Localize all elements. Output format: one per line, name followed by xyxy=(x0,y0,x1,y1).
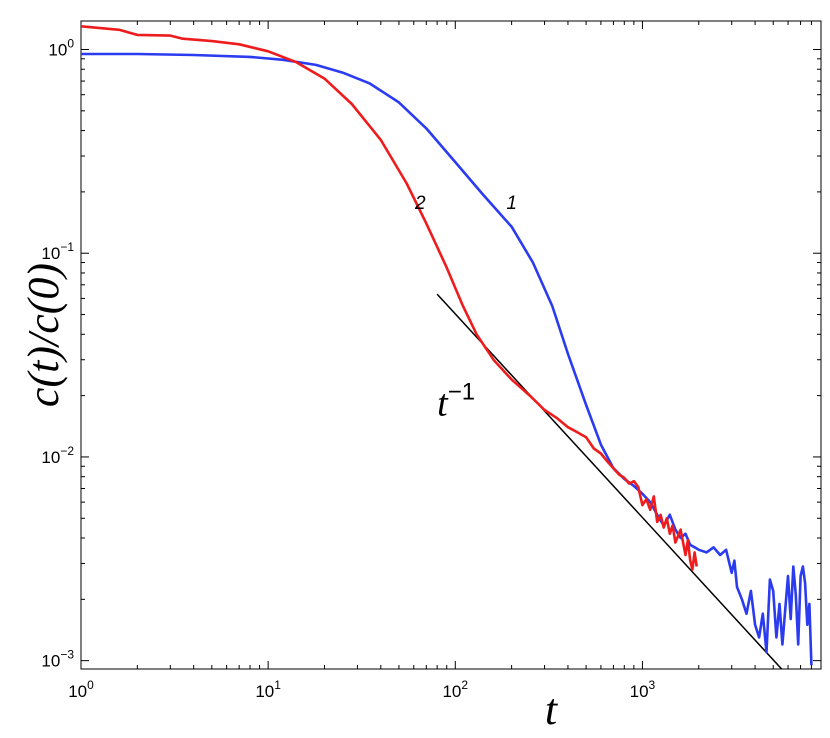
x-tick-label: 100 xyxy=(68,678,94,701)
series-label-2: 2 xyxy=(414,193,426,214)
axis-ticks: 100 101 102 103 10−3 10−2 10−1 100 xyxy=(41,21,822,701)
y-tick-label: 100 xyxy=(48,36,74,59)
x-tick-label: 103 xyxy=(630,678,656,701)
reference-line-t-inverse xyxy=(436,293,783,669)
series-line-2 xyxy=(81,25,698,571)
series-line-1 xyxy=(81,52,813,666)
y-tick-label: 10−3 xyxy=(41,648,74,671)
labels-layer: 1 2 t−1 xyxy=(414,193,517,424)
x-tick-label: 101 xyxy=(255,678,281,701)
x-axis-title: t xyxy=(545,685,559,734)
plot-frame xyxy=(80,20,822,670)
x-tick-label: 102 xyxy=(442,678,468,701)
series-layer xyxy=(81,25,813,669)
reference-line-label: t−1 xyxy=(437,378,475,424)
y-tick-label: 10−1 xyxy=(41,240,74,263)
y-axis-title: c(t)/c(0) xyxy=(19,263,68,407)
series-label-1: 1 xyxy=(506,193,517,214)
y-tick-label: 10−2 xyxy=(41,444,74,467)
